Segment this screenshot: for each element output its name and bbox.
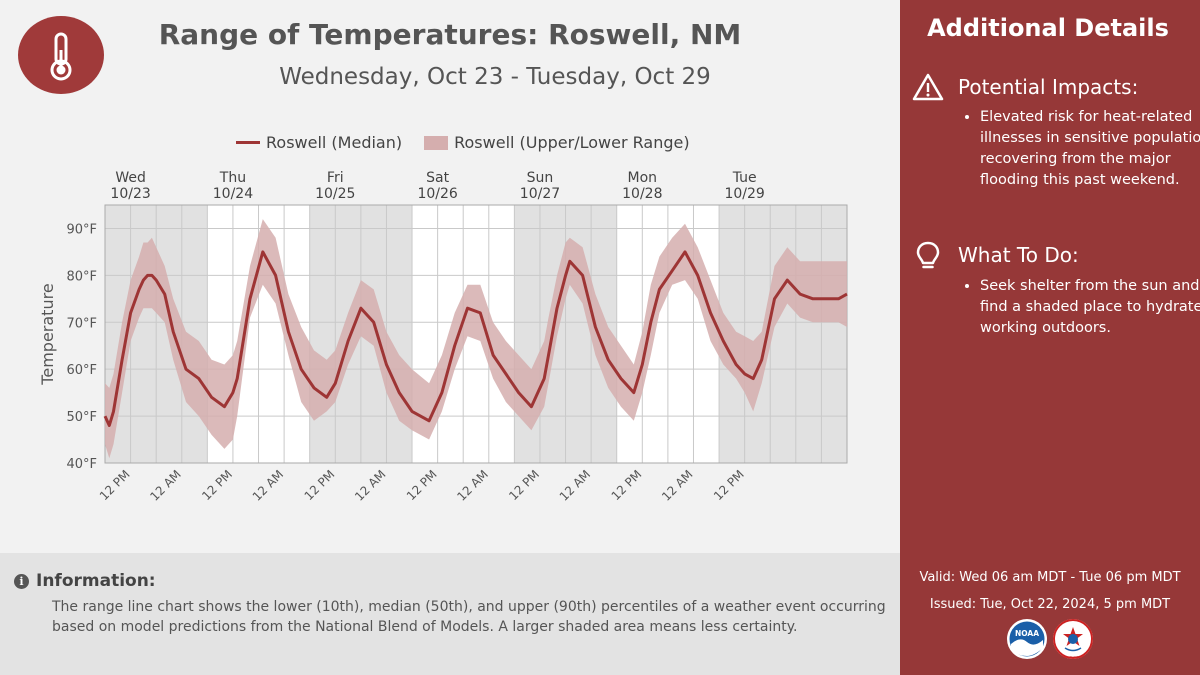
range-band (105, 219, 847, 459)
day-date-label: 10/28 (622, 186, 662, 202)
information-heading: i Information: (14, 571, 156, 591)
day-name-label: Wed (115, 170, 146, 186)
nws-logo: NATIONAL WEATHER SERVICE (1053, 619, 1093, 659)
todo-heading: What To Do: (958, 243, 1079, 267)
x-tick-label: 12 AM (352, 467, 389, 504)
x-tick-label: 12 AM (454, 467, 491, 504)
information-heading-label: Information: (36, 571, 156, 591)
lightbulb-icon (916, 241, 940, 269)
y-tick-label: 70°F (66, 316, 97, 331)
todo-list: Seek shelter from the sun and find a sha… (958, 276, 1200, 339)
valid-period: Valid: Wed 06 am MDT - Tue 06 pm MDT (919, 570, 1181, 585)
impacts-heading: Potential Impacts: (958, 75, 1139, 99)
x-tick-label: 12 PM (711, 467, 747, 503)
x-tick-label: 12 PM (302, 467, 338, 503)
x-tick-label: 12 PM (97, 467, 133, 503)
impacts-item: Elevated risk for heat-related illnesses… (980, 107, 1200, 191)
legend-range-swatch (424, 135, 449, 150)
day-date-label: 10/24 (213, 186, 253, 202)
noaa-logo: NOAA (1007, 619, 1047, 659)
impacts-list: Elevated risk for heat-related illnesses… (958, 107, 1200, 191)
page-title: Range of Temperatures: Roswell, NM (158, 18, 742, 51)
x-tick-label: 12 PM (199, 467, 235, 503)
y-tick-label: 50°F (66, 410, 97, 425)
day-name-label: Sat (426, 170, 449, 186)
y-axis-label: Temperature (38, 283, 57, 385)
y-tick-label: 60°F (66, 363, 97, 378)
day-name-label: Tue (732, 170, 757, 186)
main-panel: Range of Temperatures: Roswell, NM Wedne… (0, 16, 900, 675)
nws-logo-text: NATIONAL WEATHER SERVICE (1055, 656, 1091, 659)
x-tick-label: 12 AM (659, 467, 696, 504)
details-title: Additional Details (927, 14, 1169, 42)
details-panel: Additional Details Potential Impacts: El… (900, 0, 1200, 675)
day-name-label: Thu (219, 170, 246, 186)
x-tick-label: 12 AM (250, 467, 287, 504)
information-text: The range line chart shows the lower (10… (52, 599, 886, 635)
info-icon: i (14, 573, 29, 589)
thermometer-icon (50, 32, 72, 81)
issued-time: Issued: Tue, Oct 22, 2024, 5 pm MDT (929, 597, 1171, 612)
warning-icon (912, 73, 944, 101)
day-date-label: 10/25 (315, 186, 355, 202)
x-tick-label: 12 AM (147, 467, 184, 504)
chart-legend: Roswell (Median) Roswell (Upper/Lower Ra… (236, 133, 690, 152)
temperature-chart: 40°F 50°F 60°F 70°F 80°F 90°F 12 PM 12 AM 12 PM 1… (38, 170, 848, 504)
legend-range-label: Roswell (Upper/Lower Range) (454, 133, 690, 152)
information-box: i Information: The range line chart show… (0, 553, 900, 675)
day-date-label: 10/27 (520, 186, 560, 202)
x-tick-label: 12 PM (609, 467, 645, 503)
median-line (103, 250, 848, 427)
day-date-label: 10/29 (724, 186, 764, 202)
legend-median-swatch (236, 141, 260, 144)
day-date-label: 10/26 (417, 186, 457, 202)
plot-border (104, 204, 848, 464)
day-name-label: Fri (327, 170, 344, 186)
day-name-label: Mon (628, 170, 658, 186)
thermometer-logo (18, 16, 104, 94)
page-subtitle: Wednesday, Oct 23 - Tuesday, Oct 29 (279, 64, 711, 90)
noaa-logo-text: NOAA (1015, 629, 1039, 638)
x-tick-label: 12 PM (506, 467, 542, 503)
x-tick-label: 12 AM (557, 467, 594, 504)
day-date-label: 10/23 (110, 186, 150, 202)
legend-median-label: Roswell (Median) (266, 133, 403, 152)
todo-item: Seek shelter from the sun and find a sha… (980, 276, 1200, 339)
y-tick-label: 90°F (66, 222, 97, 237)
x-tick-label: 12 PM (404, 467, 440, 503)
y-tick-label: 40°F (66, 457, 97, 472)
day-name-label: Sun (527, 170, 554, 186)
y-tick-label: 80°F (66, 269, 97, 284)
